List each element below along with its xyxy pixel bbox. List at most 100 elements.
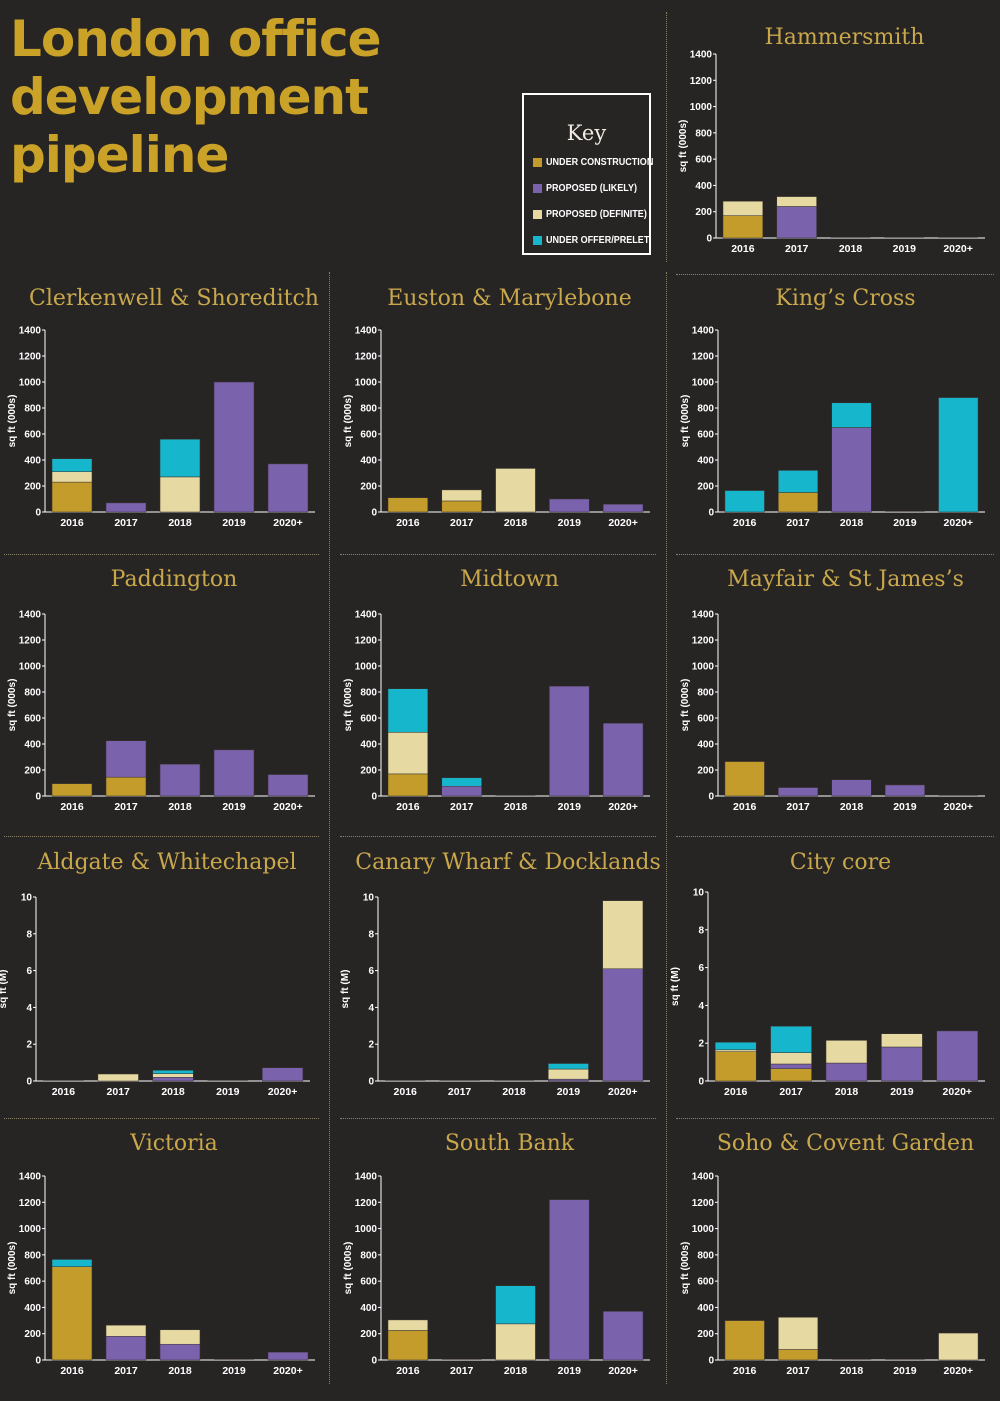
bar-empty — [885, 1359, 925, 1360]
y-axis-label: sq ft (000s) — [7, 1242, 18, 1295]
chart-panel: Canary Wharf & Docklands 0 2 4 6 8 10 sq ft (M)… — [340, 850, 661, 1098]
bar-segment — [213, 381, 255, 513]
y-tick-label: 1400 — [692, 610, 715, 621]
x-tick-label: 2018 — [835, 1086, 859, 1098]
divider — [676, 1118, 994, 1119]
divider — [340, 554, 656, 555]
bar-segment — [548, 1078, 589, 1082]
x-tick-label: 2019 — [893, 1365, 917, 1377]
y-tick-label: 1200 — [692, 352, 715, 363]
y-tick-label: 800 — [360, 404, 377, 415]
chart-title: Clerkenwell & Shoreditch — [29, 286, 319, 311]
bar-segment — [778, 1317, 819, 1350]
bar-segment — [778, 470, 819, 493]
bar-segment — [831, 779, 872, 797]
bar-segment — [267, 463, 309, 513]
divider — [666, 12, 667, 262]
y-tick-label: 1200 — [690, 76, 713, 87]
y-tick-label: 0 — [708, 1356, 714, 1367]
bar-segment — [602, 900, 644, 970]
bar-segment — [441, 500, 482, 513]
legend-label: PROPOSED (LIKELY) — [546, 182, 637, 194]
x-tick-label: 2020+ — [943, 243, 973, 255]
x-tick-label: 2019 — [216, 1086, 240, 1098]
divider — [676, 274, 994, 275]
y-tick-label: 0 — [371, 508, 377, 519]
y-tick-label: 600 — [697, 714, 714, 725]
y-tick-label: 200 — [695, 207, 712, 218]
y-tick-label: 1400 — [355, 610, 378, 621]
y-tick-label: 1000 — [355, 662, 378, 673]
y-tick-label: 2 — [368, 1040, 374, 1051]
y-tick-label: 400 — [360, 740, 377, 751]
x-tick-label: 2019 — [222, 1365, 246, 1377]
x-tick-label: 2016 — [394, 1086, 418, 1098]
bar-segment — [51, 1259, 93, 1267]
bar-segment — [51, 458, 93, 472]
y-axis-label: sq ft (000s) — [678, 120, 689, 173]
y-tick-label: 1000 — [692, 662, 715, 673]
y-tick-label: 1000 — [19, 1224, 42, 1235]
y-tick-label: 1400 — [355, 326, 378, 337]
divider — [676, 554, 994, 555]
y-tick-label: 0 — [35, 1356, 41, 1367]
x-tick-label: 2017 — [448, 1086, 472, 1098]
legend-swatch — [533, 236, 542, 245]
y-tick-label: 6 — [26, 966, 32, 977]
y-tick-label: 400 — [697, 740, 714, 751]
bar-segment — [387, 1319, 429, 1331]
y-tick-label: 800 — [695, 128, 712, 139]
x-tick-label: 2016 — [396, 517, 420, 529]
bar-empty — [43, 1080, 84, 1081]
bar-segment — [776, 206, 817, 239]
chart-title: Hammersmith — [765, 25, 925, 50]
x-tick-label: 2017 — [786, 801, 810, 813]
y-tick-label: 1400 — [19, 1172, 42, 1183]
divider — [4, 554, 319, 555]
legend-label: UNDER CONSTRUCTION — [546, 156, 654, 168]
y-tick-label: 600 — [360, 714, 377, 725]
chart-title: Midtown — [460, 567, 559, 592]
y-tick-label: 200 — [24, 1329, 41, 1340]
y-tick-label: 400 — [695, 181, 712, 192]
x-tick-label: 2020+ — [273, 517, 303, 529]
y-axis-label: sq ft (M) — [670, 967, 681, 1006]
x-tick-label: 2017 — [114, 517, 138, 529]
chart-title: South Bank — [445, 1131, 575, 1156]
bar-segment — [495, 1285, 536, 1325]
x-tick-label: 2018 — [840, 801, 864, 813]
bar-segment — [51, 471, 93, 483]
main-title-line: development — [10, 68, 369, 126]
bar-segment — [495, 1323, 536, 1361]
x-tick-label: 2017 — [786, 517, 810, 529]
y-tick-label: 10 — [21, 893, 33, 904]
chart-title: King’s Cross — [775, 286, 915, 311]
chart-panel: Hammersmith 0 200 400 600 800 1000 1200 1400 sq f… — [678, 25, 985, 255]
y-tick-label: 1400 — [692, 1172, 715, 1183]
y-tick-label: 200 — [360, 482, 377, 493]
y-tick-label: 1000 — [692, 378, 715, 389]
bar-empty — [831, 1359, 872, 1360]
bar-segment — [776, 196, 817, 207]
y-tick-label: 0 — [35, 792, 41, 803]
x-tick-label: 2020+ — [608, 517, 638, 529]
x-tick-label: 2018 — [840, 1365, 864, 1377]
y-tick-label: 6 — [368, 966, 374, 977]
chart-title: Euston & Marylebone — [387, 286, 632, 311]
x-tick-label: 2017 — [785, 243, 809, 255]
bar-empty — [214, 1359, 254, 1360]
chart-title: Aldgate & Whitechapel — [36, 850, 296, 875]
divider — [4, 836, 319, 837]
main-title: London office development pipeline — [10, 10, 381, 184]
y-axis-label: sq ft (000s) — [343, 395, 354, 448]
y-tick-label: 0 — [26, 1077, 32, 1088]
bar-segment — [387, 1330, 429, 1361]
bar-segment — [714, 1042, 757, 1051]
y-tick-label: 0 — [371, 1356, 377, 1367]
bar-segment — [262, 1067, 304, 1082]
bar-segment — [770, 1068, 812, 1082]
y-tick-label: 0 — [708, 792, 714, 803]
bar-empty — [884, 237, 925, 238]
y-tick-label: 10 — [363, 893, 375, 904]
y-tick-label: 600 — [24, 430, 41, 441]
